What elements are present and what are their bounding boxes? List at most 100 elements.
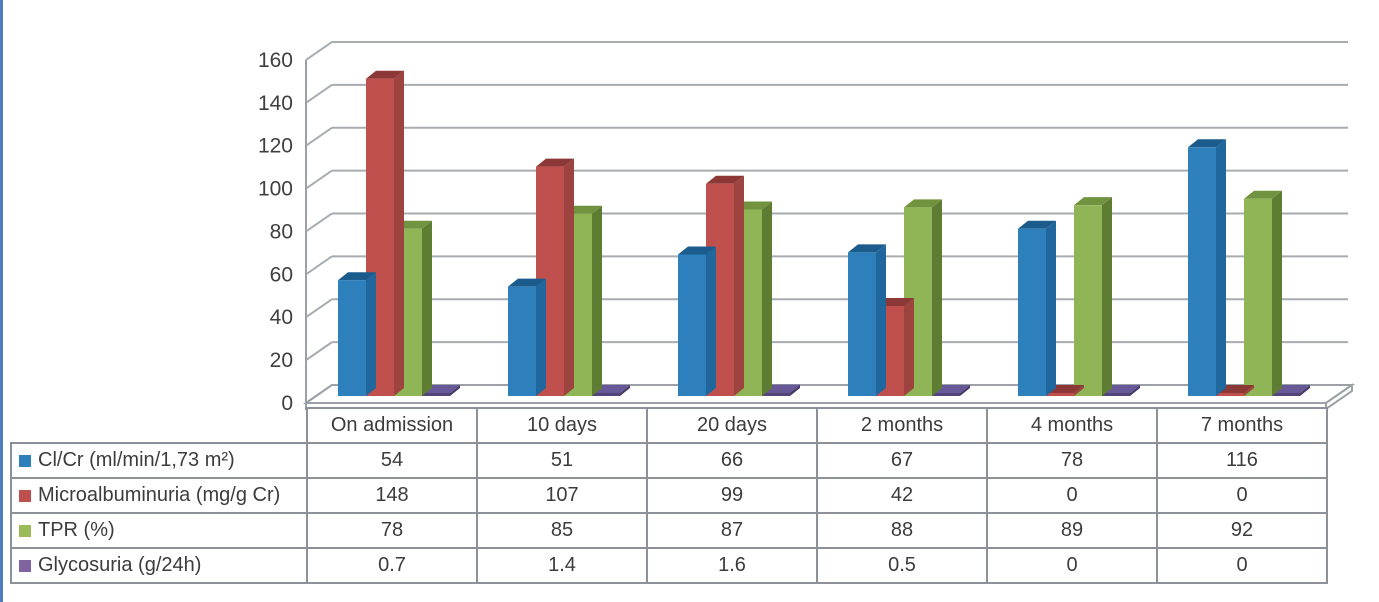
bar-top-face-1-5 bbox=[1018, 220, 1056, 229]
series-legend-cell: Glycosuria (g/24h) bbox=[10, 547, 308, 584]
gridline-wall-segment bbox=[305, 298, 333, 319]
bar-top-face-1-1 bbox=[338, 272, 376, 281]
bar-side-face-3-4 bbox=[932, 199, 942, 396]
value-cell: 66 bbox=[646, 442, 818, 479]
value-cell: 1.4 bbox=[476, 547, 648, 584]
bar-side-face-4-3 bbox=[790, 384, 800, 396]
floor-right-face bbox=[1325, 383, 1353, 411]
y-tick-label: 20 bbox=[270, 349, 293, 372]
series-name: Glycosuria (g/24h) bbox=[38, 554, 202, 576]
bar-side-face-3-6 bbox=[1272, 190, 1282, 396]
bar-2-5 bbox=[1046, 393, 1074, 396]
value-cell: 88 bbox=[816, 512, 988, 549]
bar-top-face-3-5 bbox=[1074, 197, 1112, 206]
value-cell: 148 bbox=[306, 477, 478, 514]
bar-top-face-2-2 bbox=[536, 158, 574, 167]
bar-4-4 bbox=[932, 393, 960, 396]
legend-swatch-icon bbox=[19, 455, 31, 467]
bar-1-3 bbox=[678, 254, 706, 396]
gridline-wall-segment bbox=[305, 212, 333, 233]
bar-side-face-2-1 bbox=[394, 70, 404, 397]
bar-4-3 bbox=[762, 392, 790, 396]
gridline-wall-segment bbox=[305, 255, 333, 276]
series-name: TPR (%) bbox=[38, 519, 115, 541]
chart-data-table-wrap: On admission 10 days 20 days 2 months 4 mont… bbox=[10, 407, 1328, 584]
value-cell: 67 bbox=[816, 442, 988, 479]
bar-side-face-4-4 bbox=[960, 385, 970, 396]
bar-side-face-2-4 bbox=[904, 297, 914, 396]
bar-side-face-3-2 bbox=[592, 205, 602, 396]
series-legend-cell: Microalbuminuria (mg/g Cr) bbox=[10, 477, 308, 514]
value-cell: 0 bbox=[1156, 547, 1328, 584]
series-row: Cl/Cr (ml/min/1,73 m²) 54 51 66 67 78 116 bbox=[10, 442, 1328, 479]
value-cell: 51 bbox=[476, 442, 648, 479]
category-label: 4 months bbox=[986, 407, 1158, 444]
bar-1-4 bbox=[848, 252, 876, 396]
gridline-wall-segment bbox=[305, 41, 333, 61]
series-legend-cell: TPR (%) bbox=[10, 512, 308, 549]
series-legend-cell: Cl/Cr (ml/min/1,73 m²) bbox=[10, 442, 308, 479]
value-cell: 0 bbox=[986, 477, 1158, 514]
bar-side-face-1-5 bbox=[1046, 220, 1056, 396]
value-cell: 0.5 bbox=[816, 547, 988, 584]
series-row: Microalbuminuria (mg/g Cr) 148 107 99 42 0 0 bbox=[10, 477, 1328, 514]
page-left-accent-bar bbox=[0, 0, 3, 602]
series-name: Microalbuminuria (mg/g Cr) bbox=[38, 484, 281, 506]
bar-side-face-1-6 bbox=[1216, 139, 1226, 396]
bar-side-face-4-1 bbox=[450, 385, 460, 396]
value-cell: 87 bbox=[646, 512, 818, 549]
gridline-wall-segment bbox=[305, 341, 333, 361]
legend-swatch-icon bbox=[19, 560, 31, 572]
category-label: 2 months bbox=[816, 407, 988, 444]
value-cell: 78 bbox=[306, 512, 478, 549]
value-cell: 0.7 bbox=[306, 547, 478, 584]
table-corner-blank bbox=[11, 408, 307, 443]
bar-4-1 bbox=[422, 393, 450, 396]
bar-1-6 bbox=[1188, 147, 1216, 396]
bar-side-face-2-5 bbox=[1074, 385, 1084, 396]
bar-4-6 bbox=[1272, 393, 1300, 396]
value-cell: 42 bbox=[816, 477, 988, 514]
bar-top-face-3-6 bbox=[1244, 190, 1282, 199]
bar-side-face-1-3 bbox=[706, 246, 716, 396]
bar-top-face-1-2 bbox=[508, 278, 546, 287]
value-cell: 92 bbox=[1156, 512, 1328, 549]
bar-side-face-2-2 bbox=[564, 158, 574, 396]
category-label: 7 months bbox=[1156, 407, 1328, 444]
value-cell: 0 bbox=[986, 547, 1158, 584]
legend-swatch-icon bbox=[19, 525, 31, 537]
series-name: Cl/Cr (ml/min/1,73 m²) bbox=[38, 449, 235, 471]
bar-top-face-1-4 bbox=[848, 244, 886, 253]
bar-top-face-2-1 bbox=[366, 70, 404, 79]
bar-3-5 bbox=[1074, 205, 1102, 396]
bar-3-6 bbox=[1244, 198, 1272, 396]
y-tick-label: 100 bbox=[258, 178, 293, 201]
y-tick-label: 40 bbox=[270, 306, 293, 329]
bar-side-face-2-3 bbox=[734, 175, 744, 396]
bar-side-face-2-6 bbox=[1244, 385, 1254, 396]
bar-top-face-1-6 bbox=[1188, 139, 1226, 148]
value-cell: 54 bbox=[306, 442, 478, 479]
series-row: TPR (%) 78 85 87 88 89 92 bbox=[10, 512, 1328, 549]
3d-bar-chart: 0 20 40 60 80 100 120 140 160 bbox=[258, 40, 1356, 415]
y-tick-label: 140 bbox=[258, 92, 293, 115]
bar-side-face-1-1 bbox=[366, 272, 376, 396]
bar-1-1 bbox=[338, 280, 366, 396]
y-tick-label: 80 bbox=[270, 220, 293, 243]
series-row: Glycosuria (g/24h) 0.7 1.4 1.6 0.5 0 0 bbox=[10, 547, 1328, 584]
bar-side-face-4-6 bbox=[1300, 385, 1310, 396]
category-label: On admission bbox=[306, 407, 478, 444]
bar-4-5 bbox=[1102, 393, 1130, 396]
value-cell: 116 bbox=[1156, 442, 1328, 479]
category-label: 10 days bbox=[476, 407, 648, 444]
bar-1-5 bbox=[1018, 228, 1046, 396]
bar-side-face-4-5 bbox=[1130, 385, 1140, 396]
gridline-wall-segment bbox=[305, 126, 333, 147]
bar-top-face-1-3 bbox=[678, 246, 716, 255]
bar-side-face-3-3 bbox=[762, 201, 772, 396]
bar-side-face-4-2 bbox=[620, 384, 630, 396]
y-tick-label: 0 bbox=[281, 392, 293, 415]
value-cell: 1.6 bbox=[646, 547, 818, 584]
bar-side-face-1-4 bbox=[876, 244, 886, 396]
